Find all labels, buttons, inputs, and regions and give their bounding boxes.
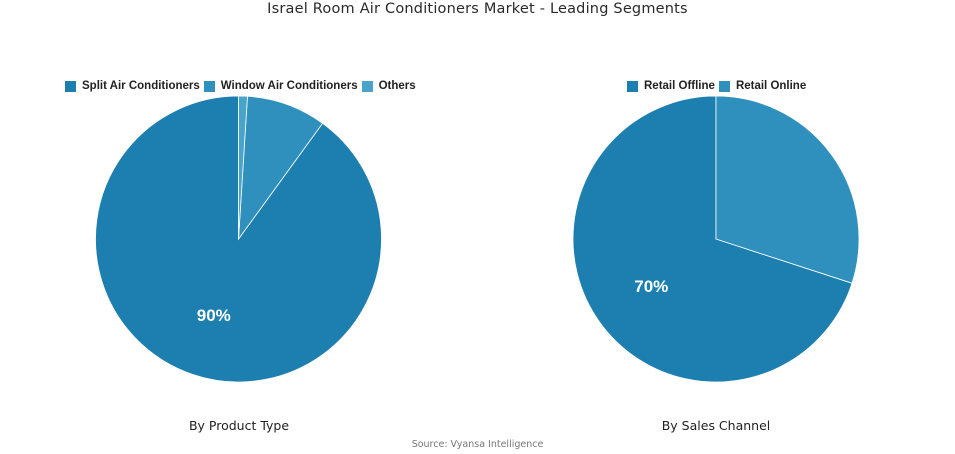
legend-swatch	[718, 80, 730, 92]
caption-product-type: By Product Type	[188, 418, 290, 433]
legend-sales-channel: Retail Offline Retail Online	[627, 80, 810, 92]
legend-swatch	[65, 80, 76, 92]
source-note: Source: Vyansa Intelligence	[411, 439, 544, 450]
pie-slice-window-air-conditioners	[238, 95, 324, 241]
chart-title: Israel Room Air Conditioners Market - Le…	[267, 1, 688, 17]
pie-slice-retail-offline	[572, 95, 853, 383]
legend-label: Split Air Conditioners	[82, 80, 200, 92]
caption-sales-channel: By Sales Channel	[661, 418, 771, 433]
legend-label: Retail Offline	[644, 80, 715, 92]
legend-swatch	[627, 80, 638, 92]
data-label-retail-offline: 70%	[634, 277, 668, 296]
pie-slice-retail-online	[715, 95, 860, 284]
pie-slice-others	[238, 95, 248, 240]
legend-swatch	[361, 80, 373, 92]
legend-item-retail-online: Retail Online	[718, 80, 807, 92]
legend-item-split-air-conditioners: Split Air Conditioners	[65, 80, 200, 92]
legend-label: Retail Online	[735, 80, 807, 92]
data-label-split-air-conditioners: 90%	[197, 306, 231, 325]
legend-product-type: Split Air Conditioners Window Air Conditi…	[65, 80, 420, 92]
legend-swatch	[203, 80, 215, 92]
legend-item-retail-offline: Retail Offline	[627, 80, 715, 92]
legend-item-others: Others	[361, 80, 416, 92]
legend-item-window-air-conditioners: Window Air Conditioners	[203, 80, 358, 92]
legend-label: Others	[378, 80, 416, 92]
legend-label: Window Air Conditioners	[220, 80, 358, 92]
